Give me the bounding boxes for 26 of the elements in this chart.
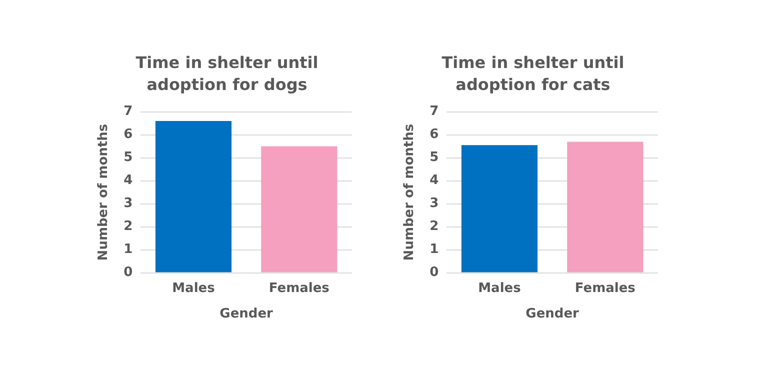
x-tick-label: Males: [478, 280, 522, 296]
y-tick-label: 5: [430, 150, 439, 166]
y-tick-label: 0: [124, 265, 133, 280]
y-tick-label: 1: [124, 242, 133, 258]
y-tick-label: 7: [124, 104, 133, 120]
chart-title: Time in shelter until adoption for dogs: [134, 52, 320, 96]
y-tick-label: 0: [430, 265, 439, 280]
x-tick-label: Females: [574, 280, 636, 296]
y-tick-label: 7: [430, 104, 439, 120]
y-tick-label: 6: [124, 127, 133, 142]
x-axis-title: Gender: [526, 306, 580, 322]
y-tick-label: 3: [124, 196, 133, 212]
y-tick-label: 3: [430, 196, 439, 212]
x-axis-title: Gender: [220, 306, 274, 322]
y-tick-label: 6: [430, 127, 439, 142]
x-tick-label: Males: [172, 280, 216, 296]
y-axis-title: Number of months: [96, 124, 112, 261]
y-tick-label: 2: [124, 219, 133, 234]
x-tick-label: Females: [268, 280, 330, 296]
y-tick-label: 4: [124, 173, 133, 188]
y-tick-label: 5: [124, 150, 133, 166]
chart-title: Time in shelter until adoption for cats: [440, 52, 626, 96]
y-tick-label: 1: [430, 242, 439, 258]
y-axis-title: Number of months: [402, 124, 418, 261]
y-tick-label: 4: [430, 173, 439, 188]
y-tick-label: 2: [430, 219, 439, 234]
